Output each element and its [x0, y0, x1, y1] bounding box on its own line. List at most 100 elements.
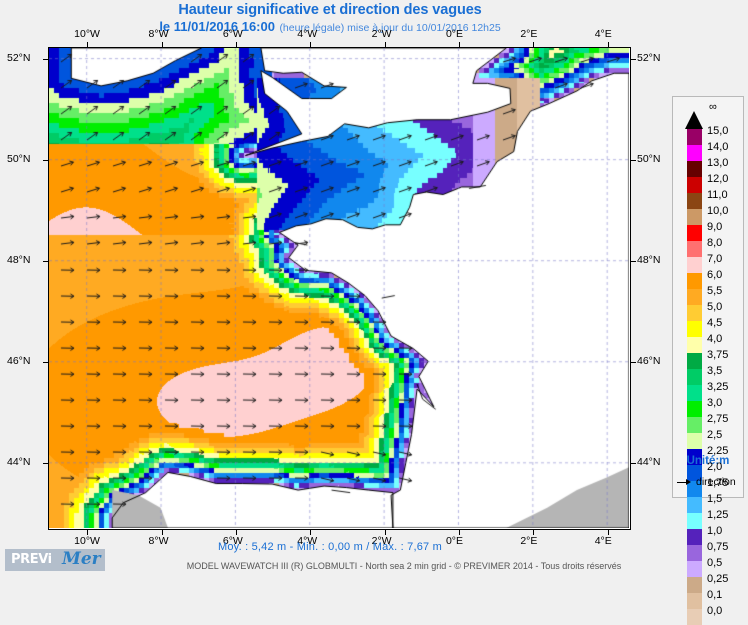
- axis-tick: [43, 261, 48, 263]
- axis-tick: [161, 42, 163, 47]
- longitude-label-bottom-2: 6°W: [222, 535, 243, 547]
- colorbar-swatch-9: [687, 273, 702, 289]
- colorbar-swatch-12: [687, 321, 702, 337]
- colorbar-swatch-7: [687, 241, 702, 257]
- latitude-label-left-3: 46°N: [7, 355, 31, 368]
- latitude-label-left-0: 52°N: [7, 52, 31, 65]
- axis-tick: [384, 42, 386, 47]
- latitude-label-left-2: 48°N: [7, 254, 31, 267]
- longitude-label-top-3: 4°W: [297, 28, 318, 40]
- logo-text-previ: PREVi: [11, 552, 52, 567]
- colorbar-swatch-22: [687, 481, 702, 497]
- longitude-label-top-2: 6°W: [222, 28, 243, 40]
- wave-field-canvas[interactable]: [49, 48, 629, 528]
- axis-tick: [533, 530, 535, 535]
- axis-tick: [43, 362, 48, 364]
- footer-credits-text: MODEL WAVEWATCH III (R) GLOBMULTI - Nort…: [186, 561, 622, 571]
- longitude-label-bottom-6: 2°E: [520, 535, 538, 547]
- colorbar-label-20: 2,25: [707, 445, 729, 457]
- longitude-label-bottom-3: 4°W: [297, 535, 318, 547]
- axis-tick: [235, 42, 237, 47]
- axis-tick: [458, 530, 460, 535]
- colorbar-swatch-15: [687, 369, 702, 385]
- longitude-label-bottom-7: 4°E: [594, 535, 612, 547]
- axis-tick: [631, 362, 636, 364]
- colorbar-swatch-30: [687, 609, 702, 625]
- map-title-block: Hauteur significative et direction des v…: [0, 2, 660, 36]
- footer-credits: MODEL WAVEWATCH III (R) GLOBMULTI - Nort…: [0, 561, 748, 571]
- forecast-update-note: (heure légale) mise à jour du 10/01/2016…: [279, 22, 501, 34]
- colorbar-label-0: 15,0: [707, 125, 729, 137]
- colorbar-swatch-6: [687, 225, 702, 241]
- colorbar-label-16: 3,25: [707, 381, 729, 393]
- colorbar-swatch-8: [687, 257, 702, 273]
- colorbar-swatch-23: [687, 497, 702, 513]
- latitude-label-right-2: 48°N: [637, 254, 661, 267]
- axis-tick: [458, 42, 460, 47]
- axis-tick: [235, 530, 237, 535]
- colorbar-swatch-4: [687, 193, 702, 209]
- colorbar-swatch-16: [687, 385, 702, 401]
- colorbar-swatch-1: [687, 145, 702, 161]
- page-title: Hauteur significative et direction des v…: [178, 2, 482, 18]
- colorbar-label-6: 9,0: [707, 221, 723, 233]
- axis-tick: [631, 261, 636, 263]
- forecast-datetime: le 11/01/2016 16:00: [159, 19, 275, 34]
- colorbar-swatch-28: [687, 577, 702, 593]
- colorbar-swatch-14: [687, 353, 702, 369]
- colorbar-swatch-21: [687, 465, 702, 481]
- longitude-label-top-6: 2°E: [520, 28, 538, 40]
- colorbar-label-28: 0,25: [707, 573, 729, 585]
- colorbar-label-30: 0,0: [707, 605, 723, 617]
- colorbar-label-10: 5,5: [707, 285, 723, 297]
- colorbar-swatch-18: [687, 417, 702, 433]
- colorbar-label-27: 0,5: [707, 557, 723, 569]
- colorbar-swatch-3: [687, 177, 702, 193]
- longitude-label-top-5: 0°E: [445, 28, 464, 40]
- colorbar-label-29: 0,1: [707, 589, 723, 601]
- colorbar-label-14: 3,75: [707, 349, 729, 361]
- latitude-label-left-1: 50°N: [7, 153, 31, 166]
- colorbar-label-4: 11,0: [707, 189, 728, 201]
- colorbar-swatch-19: [687, 433, 702, 449]
- colorbar-top-arrow-icon: [685, 111, 703, 129]
- colorbar-swatches: [687, 129, 702, 625]
- colorbar-swatch-11: [687, 305, 702, 321]
- axis-tick: [533, 42, 535, 47]
- colorbar-swatch-13: [687, 337, 702, 353]
- logo-text-mer: Mer: [62, 549, 101, 569]
- axis-tick: [607, 530, 609, 535]
- axis-tick: [310, 42, 312, 47]
- colorbar-label-24: 1,25: [707, 509, 729, 521]
- previmer-logo[interactable]: PREVi Mer: [5, 549, 105, 571]
- colorbar-swatch-2: [687, 161, 702, 177]
- colorbar-label-21: 2,0: [707, 461, 723, 473]
- colorbar-label-2: 13,0: [707, 157, 729, 169]
- colorbar-swatch-17: [687, 401, 702, 417]
- longitude-label-bottom-0: 10°W: [74, 535, 100, 547]
- axis-tick: [87, 42, 89, 47]
- colorbar-swatch-29: [687, 593, 702, 609]
- axis-tick: [310, 530, 312, 535]
- longitude-label-top-1: 8°W: [148, 28, 169, 40]
- axis-tick: [43, 59, 48, 61]
- colorbar-swatch-27: [687, 561, 702, 577]
- colorbar-label-7: 8,0: [707, 237, 723, 249]
- axis-tick: [384, 530, 386, 535]
- latitude-label-right-0: 52°N: [637, 52, 661, 65]
- direction-legend-label: direction: [696, 476, 736, 488]
- colorbar-label-26: 0,75: [707, 541, 729, 553]
- direction-legend: direction: [677, 476, 743, 488]
- colorbar-label-15: 3,5: [707, 365, 723, 377]
- axis-tick: [43, 463, 48, 465]
- longitude-label-top-0: 10°W: [74, 28, 100, 40]
- colorbar-unit-label: Unité:m: [686, 455, 730, 467]
- colorbar-swatch-26: [687, 545, 702, 561]
- longitude-label-top-7: 4°E: [594, 28, 612, 40]
- colorbar-label-3: 12,0: [707, 173, 729, 185]
- wave-map-plot[interactable]: [48, 47, 631, 530]
- axis-tick: [631, 59, 636, 61]
- direction-arrow-icon: [677, 478, 693, 486]
- longitude-label-bottom-4: 2°W: [371, 535, 392, 547]
